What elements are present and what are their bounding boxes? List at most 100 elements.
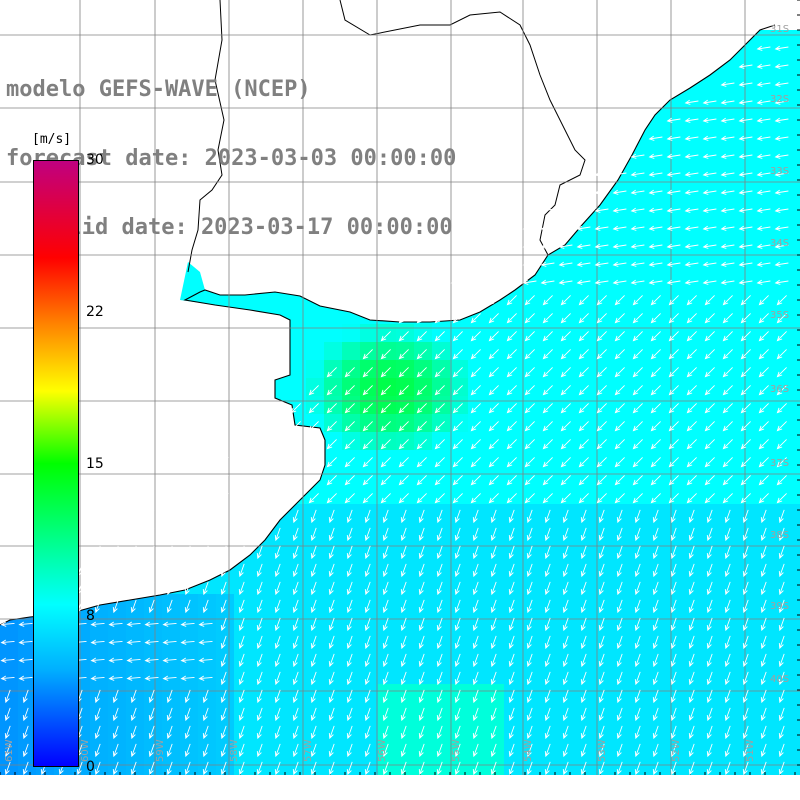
wind-arrow <box>562 725 569 740</box>
wind-arrow <box>436 653 443 668</box>
wind-arrow <box>490 671 497 686</box>
wind-arrow <box>704 367 715 378</box>
lon-label: 54W <box>523 739 534 762</box>
field-cell <box>540 702 559 721</box>
wind-arrow <box>650 313 661 324</box>
wind-arrow <box>778 527 785 542</box>
field-cell <box>396 468 415 487</box>
colorbar-tick-0: 0 <box>86 759 95 775</box>
field-cell <box>684 342 703 361</box>
wind-arrow <box>328 527 335 542</box>
field-cell <box>756 630 775 649</box>
wind-arrow <box>776 313 787 324</box>
wind-arrow <box>454 743 461 758</box>
wind-arrow <box>614 457 625 468</box>
wind-arrow <box>112 743 119 758</box>
wind-arrow <box>472 545 479 560</box>
field-cell <box>270 702 289 721</box>
field-cell <box>234 738 253 757</box>
field-cell <box>486 666 505 685</box>
field-cell <box>198 648 217 667</box>
field-cell <box>684 630 703 649</box>
wind-arrow <box>364 509 371 524</box>
wind-arrow <box>684 135 699 141</box>
lat-label: 32S <box>770 94 789 105</box>
wind-arrow <box>756 279 771 285</box>
field-cell <box>414 594 433 613</box>
field-cell <box>774 504 793 523</box>
wind-arrow <box>758 493 769 504</box>
field-cell <box>648 540 667 559</box>
lat-label: 31S <box>770 24 789 35</box>
field-cell <box>684 450 703 469</box>
wind-arrow <box>632 349 643 360</box>
wind-arrow <box>668 421 679 432</box>
field-cell <box>738 738 757 757</box>
field-cell <box>774 54 793 73</box>
field-cell <box>756 720 775 739</box>
wind-arrow <box>148 743 155 758</box>
wind-arrow <box>526 689 533 704</box>
field-cell <box>594 756 613 775</box>
field-cell <box>558 756 577 775</box>
wind-arrow <box>434 439 445 450</box>
field-cell <box>702 378 721 397</box>
field-cell <box>414 450 433 469</box>
field-cell <box>90 702 109 721</box>
wind-arrow <box>470 295 481 306</box>
wind-arrow <box>382 527 389 542</box>
field-cell <box>396 360 415 379</box>
wind-arrow <box>666 207 681 213</box>
wind-arrow <box>578 385 589 396</box>
field-cell <box>792 288 800 307</box>
field-cell <box>738 468 757 487</box>
field-cell <box>306 684 325 703</box>
field-cell <box>666 792 685 800</box>
wind-arrow <box>416 475 427 486</box>
field-cell <box>648 648 667 667</box>
field-cell <box>306 378 325 397</box>
field-cell <box>576 396 595 415</box>
field-cell <box>774 630 793 649</box>
lon-label: 53W <box>597 739 608 762</box>
wind-arrow <box>166 581 173 596</box>
wind-arrow <box>490 689 497 704</box>
field-cell <box>702 504 721 523</box>
field-cell <box>342 576 361 595</box>
wind-arrow <box>310 743 317 758</box>
field-cell <box>126 738 145 757</box>
field-cell <box>468 324 487 343</box>
wind-arrow <box>598 563 605 578</box>
wind-arrow <box>562 563 569 578</box>
field-cell <box>504 414 523 433</box>
wind-arrow <box>326 457 337 468</box>
wind-arrow <box>346 707 353 722</box>
field-cell <box>0 666 19 685</box>
wind-arrow <box>686 421 697 432</box>
field-cell <box>666 180 685 199</box>
wind-arrow <box>362 457 373 468</box>
field-cell <box>396 504 415 523</box>
field-cell <box>702 540 721 559</box>
wind-arrow <box>416 421 427 432</box>
wind-arrow <box>90 675 105 681</box>
field-cell <box>666 594 685 613</box>
wind-arrow <box>688 653 695 668</box>
field-cell <box>702 342 721 361</box>
wind-arrow <box>578 475 589 486</box>
field-cell <box>774 360 793 379</box>
wind-arrow <box>558 225 573 231</box>
field-cell <box>468 756 487 775</box>
field-cell <box>576 648 595 667</box>
field-cell <box>486 630 505 649</box>
wind-arrow <box>742 743 749 758</box>
wind-arrow <box>310 617 317 632</box>
field-cell <box>720 72 739 91</box>
wind-arrow <box>112 689 119 704</box>
wind-arrow <box>670 599 677 614</box>
wind-arrow <box>274 545 281 560</box>
field-cell <box>540 576 559 595</box>
field-cell <box>468 630 487 649</box>
wind-arrow <box>220 563 227 578</box>
wind-arrow <box>758 439 769 450</box>
